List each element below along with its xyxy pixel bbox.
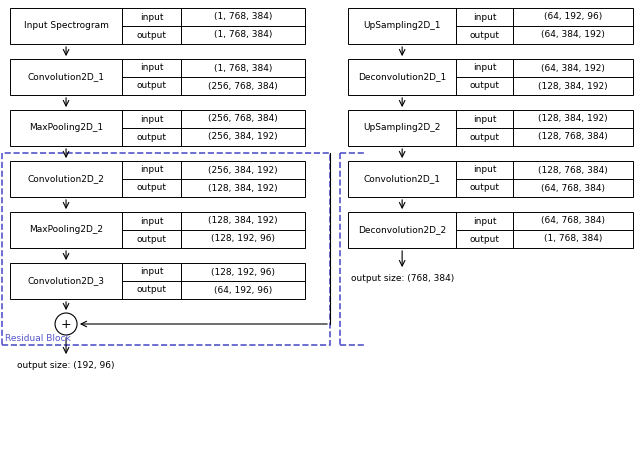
Text: (256, 384, 192): (256, 384, 192) (208, 133, 278, 141)
Text: input: input (140, 267, 163, 276)
Text: output: output (136, 133, 166, 141)
Text: output size: (768, 384): output size: (768, 384) (351, 274, 454, 283)
Text: input: input (140, 63, 163, 73)
Text: (256, 384, 192): (256, 384, 192) (208, 165, 278, 175)
Text: input: input (473, 115, 497, 123)
Bar (10, 110, 305, 146)
Bar (10, 212, 305, 248)
Text: (1, 768, 384): (1, 768, 384) (214, 63, 272, 73)
Text: (64, 384, 192): (64, 384, 192) (541, 63, 605, 73)
Text: output: output (136, 81, 166, 91)
Text: (64, 192, 96): (64, 192, 96) (544, 12, 602, 22)
Text: input: input (140, 115, 163, 123)
Bar (10, 161, 305, 197)
Text: (64, 768, 384): (64, 768, 384) (541, 217, 605, 225)
Text: output: output (470, 81, 500, 91)
Text: input: input (140, 12, 163, 22)
Text: Deconvolution2D_2: Deconvolution2D_2 (358, 225, 446, 235)
Text: output: output (136, 30, 166, 39)
Text: (128, 192, 96): (128, 192, 96) (211, 267, 275, 276)
Text: (128, 384, 192): (128, 384, 192) (538, 81, 608, 91)
Bar (348, 212, 633, 248)
Bar (348, 59, 633, 95)
Bar (348, 161, 633, 197)
Text: (64, 192, 96): (64, 192, 96) (214, 286, 272, 294)
Text: (256, 768, 384): (256, 768, 384) (208, 81, 278, 91)
Text: Convolution2D_1: Convolution2D_1 (28, 73, 104, 81)
Text: input: input (473, 217, 497, 225)
Text: (256, 768, 384): (256, 768, 384) (208, 115, 278, 123)
Text: input: input (473, 12, 497, 22)
Text: output: output (470, 30, 500, 39)
Text: UpSampling2D_1: UpSampling2D_1 (364, 22, 441, 30)
Bar (2, 153, 330, 345)
Text: output: output (136, 183, 166, 193)
Text: (1, 768, 384): (1, 768, 384) (214, 30, 272, 39)
Text: (64, 768, 384): (64, 768, 384) (541, 183, 605, 193)
Text: input: input (140, 165, 163, 175)
Text: (128, 768, 384): (128, 768, 384) (538, 165, 608, 175)
Bar (348, 8, 633, 44)
Text: input: input (140, 217, 163, 225)
Text: Convolution2D_3: Convolution2D_3 (28, 276, 104, 286)
Text: (128, 384, 192): (128, 384, 192) (538, 115, 608, 123)
Bar (10, 8, 305, 44)
Text: Input Spectrogram: Input Spectrogram (24, 22, 109, 30)
Text: output size: (192, 96): output size: (192, 96) (17, 361, 115, 370)
Text: (1, 768, 384): (1, 768, 384) (544, 235, 602, 243)
Text: output: output (470, 183, 500, 193)
Text: (128, 384, 192): (128, 384, 192) (208, 217, 278, 225)
Text: MaxPooling2D_2: MaxPooling2D_2 (29, 225, 103, 235)
Text: output: output (470, 133, 500, 141)
Text: +: + (61, 317, 72, 330)
Text: input: input (473, 63, 497, 73)
Text: (64, 384, 192): (64, 384, 192) (541, 30, 605, 39)
Bar (10, 263, 305, 299)
Text: (128, 384, 192): (128, 384, 192) (208, 183, 278, 193)
Text: UpSampling2D_2: UpSampling2D_2 (364, 123, 441, 133)
Text: input: input (473, 165, 497, 175)
Bar (348, 110, 633, 146)
Text: (128, 768, 384): (128, 768, 384) (538, 133, 608, 141)
Text: MaxPooling2D_1: MaxPooling2D_1 (29, 123, 103, 133)
Text: output: output (136, 286, 166, 294)
Text: output: output (136, 235, 166, 243)
Text: Deconvolution2D_1: Deconvolution2D_1 (358, 73, 446, 81)
Text: Convolution2D_1: Convolution2D_1 (364, 175, 441, 183)
Text: Convolution2D_2: Convolution2D_2 (28, 175, 104, 183)
Text: (128, 192, 96): (128, 192, 96) (211, 235, 275, 243)
Text: output: output (470, 235, 500, 243)
Text: (1, 768, 384): (1, 768, 384) (214, 12, 272, 22)
Text: Residual Block: Residual Block (5, 334, 71, 343)
Bar (10, 59, 305, 95)
